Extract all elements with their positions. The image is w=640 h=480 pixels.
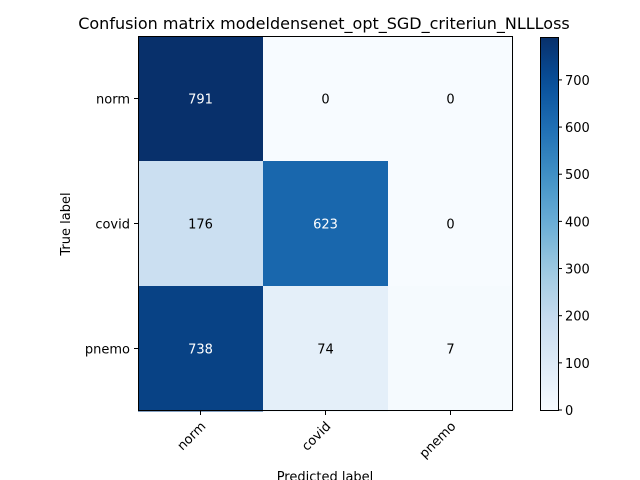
cell-value-label: 0: [446, 218, 454, 233]
heatmap-cell: [138, 161, 264, 287]
colorbar-tick-label: 200: [565, 310, 590, 325]
heatmap-cell: [138, 286, 264, 412]
cell-value-label: 176: [188, 218, 213, 233]
heatmap-cell: [263, 286, 389, 412]
cell-value-label: 0: [321, 93, 329, 108]
heatmap-cell: [138, 36, 264, 162]
y-tick-label: norm: [96, 93, 130, 108]
plot-frame: [138, 36, 513, 411]
cell-value-label: 7: [446, 343, 454, 358]
y-axis-ticks: norm covid pnemo: [85, 93, 138, 358]
colorbar-tick-label: 0: [565, 404, 573, 419]
y-tick-label: covid: [95, 218, 130, 233]
x-axis-label: Predicted label: [277, 470, 374, 480]
cell-value-label: 74: [317, 343, 334, 358]
cell-value-label: 738: [188, 343, 213, 358]
cell-value-label: 791: [188, 93, 213, 108]
colorbar: [540, 37, 559, 411]
heatmap-cell: [388, 161, 514, 287]
colorbar-tick-label: 600: [565, 121, 590, 136]
x-tick-label: pnemo: [417, 419, 460, 462]
y-axis-label: True label: [59, 192, 74, 256]
colorbar-tick-label: 400: [565, 215, 590, 230]
x-tick-label: norm: [175, 419, 210, 454]
heatmap-cell: [263, 161, 389, 287]
cell-value-label: 0: [446, 93, 454, 108]
colorbar-ticks: 0 100 200 300 400 500 600 700: [558, 74, 590, 419]
cell-value-label: 623: [313, 218, 338, 233]
colorbar-tick-label: 700: [565, 74, 590, 89]
y-tick-label: pnemo: [85, 343, 130, 358]
colorbar-tick-label: 100: [565, 357, 590, 372]
colorbar-tick-label: 300: [565, 263, 590, 278]
colorbar-tick-label: 500: [565, 168, 590, 183]
x-tick-label: covid: [299, 419, 334, 454]
heatmap-cell: [263, 36, 389, 162]
heatmap-cells: 791 0 0 176 623 0 738 74 7: [138, 36, 514, 412]
chart-title: Confusion matrix modeldensenet_opt_SGD_c…: [78, 14, 570, 34]
x-axis-ticks: norm covid pnemo: [175, 411, 460, 462]
heatmap-cell: [388, 36, 514, 162]
heatmap-cell: [388, 286, 514, 412]
